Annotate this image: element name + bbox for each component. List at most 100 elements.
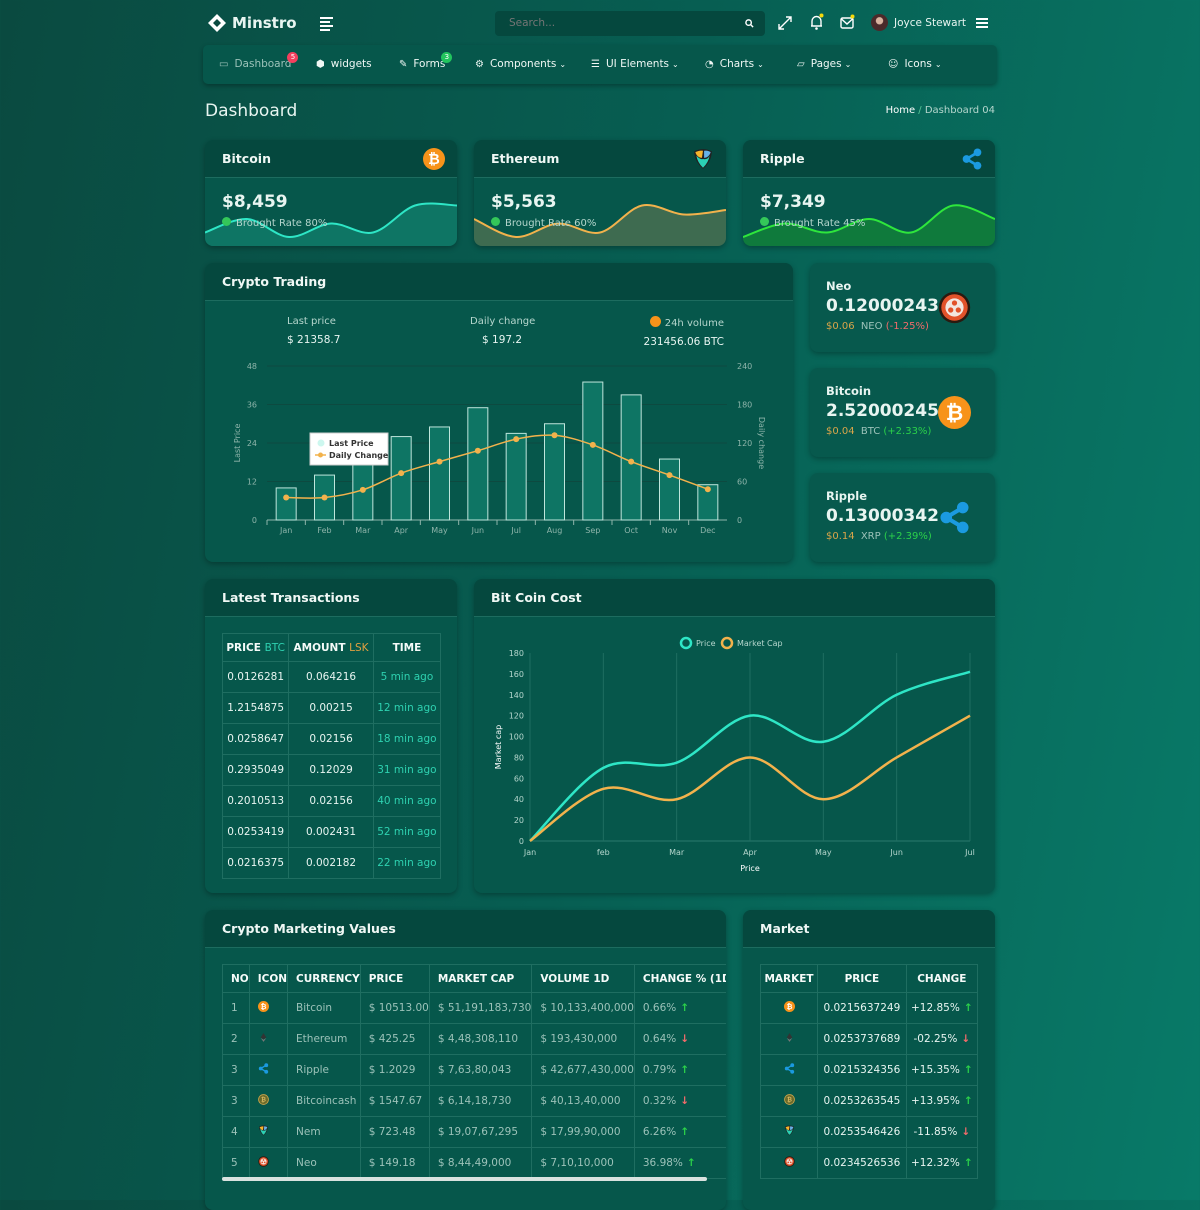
table-row[interactable]: ₿ 0.0253263545 +13.95% ↑ — [759, 1085, 979, 1117]
column-header: NO — [222, 964, 250, 993]
y-tick-label: 40 — [514, 795, 524, 804]
bitcoin-icon — [649, 316, 661, 327]
row-number: 4 — [222, 1116, 250, 1148]
table-row[interactable]: 0.0253737689 -02.25% ↓ — [759, 1023, 979, 1055]
mail-icon[interactable] — [840, 14, 855, 30]
change-value: +12.32% — [911, 1157, 960, 1169]
table-row[interactable]: ₿ 0.0215637249 +12.85% ↑ — [759, 992, 979, 1024]
breadcrumb-home[interactable]: Home — [885, 105, 916, 116]
ripple-icon — [938, 501, 971, 537]
nav-item-components[interactable]: ⚙ Components ⌄ — [475, 45, 566, 84]
y-axis-label: Market cap — [494, 725, 503, 769]
nav-item-pages[interactable]: ▱ Pages ⌄ — [797, 45, 851, 84]
search-input[interactable] — [509, 17, 729, 29]
table-header-row: MARKET PRICE CHANGE — [759, 964, 979, 993]
line-point — [589, 441, 596, 448]
table-row[interactable]: 0.0215324356 +15.35% ↑ — [759, 1054, 979, 1086]
column-header: CHANGE — [905, 964, 979, 993]
change-value: 0.32% — [642, 1095, 677, 1107]
y-tick-label: 24 — [247, 439, 257, 448]
hamburger-menu-icon[interactable] — [976, 18, 988, 28]
logo[interactable]: Minstro — [207, 13, 297, 33]
nem-icon — [692, 148, 714, 173]
price: $ 10513.00 — [359, 992, 430, 1024]
sparkline-line — [474, 203, 726, 239]
change-cell: 0.64% ↓ — [633, 1023, 726, 1055]
search-box[interactable] — [495, 11, 765, 36]
card-title: Latest Transactions — [205, 579, 457, 617]
menu-toggle-icon[interactable] — [320, 17, 333, 31]
volume: $ 17,99,90,000 — [531, 1116, 635, 1148]
nav-label: UI Elements — [605, 58, 670, 70]
table-cell: 40 min ago — [372, 785, 442, 817]
breadcrumb-current: Dashboard 04 — [924, 105, 995, 116]
card-title: Crypto Marketing Values — [205, 910, 726, 948]
bitcoin-icon: ₿ — [783, 1001, 795, 1015]
x-tick-label: Jul — [510, 526, 521, 535]
nem-icon — [258, 1125, 269, 1139]
nav-badge: 3 — [441, 52, 453, 63]
line-market-cap — [529, 714, 971, 843]
table-row[interactable]: 0.0234526536 +12.32% ↑ — [759, 1147, 979, 1179]
nav-item-widgets[interactable]: ⬢ widgets — [316, 45, 372, 84]
table-row[interactable]: 0.0253546426 -11.85% ↓ — [759, 1116, 979, 1148]
table-row[interactable]: 3 ₿ Bitcoincash $ 1547.67 $ 6,14,18,730 $ 40,… — [222, 1085, 726, 1117]
legend-box — [309, 432, 389, 466]
table-row[interactable]: 2 Ethereum $ 425.25 $ 4,48,308,110 $ 193,430… — [222, 1023, 726, 1055]
coin-icon-cell — [759, 1147, 819, 1179]
y-axis-label: Last Price — [233, 424, 242, 463]
bitcoin-icon: ₿ — [257, 1001, 269, 1015]
table-row[interactable]: 5 Neo $ 149.18 $ 8,44,49,000 $ 7,10,10,000 36… — [222, 1147, 726, 1179]
line-point — [283, 494, 290, 501]
market-cap: $ 51,191,183,730 — [428, 992, 533, 1024]
y-tick-label: 80 — [514, 753, 524, 762]
avatar[interactable] — [871, 14, 888, 31]
search-icon[interactable] — [745, 19, 754, 28]
coin-symbol: XRP — [860, 531, 881, 542]
rate-text: Brought Rate 45% — [774, 218, 866, 229]
column-header: MARKET CAP — [428, 964, 533, 993]
table-row[interactable]: 1 ₿ Bitcoin $ 10513.00 $ 51,191,183,730 $ 10,… — [222, 992, 726, 1024]
table-row[interactable]: 0.2935049 0.12029 31 min ago — [221, 754, 442, 786]
coin-change: (+2.39%) — [883, 531, 932, 542]
user-name[interactable]: Joyce Stewart — [894, 17, 967, 29]
fullscreen-icon[interactable] — [778, 16, 792, 30]
table-row[interactable]: 0.0253419 0.002431 52 min ago — [221, 816, 442, 848]
price: $ 723.48 — [359, 1116, 430, 1148]
change-value: 0.66% — [642, 1002, 677, 1014]
y-tick-label: 180 — [509, 649, 524, 658]
table-row[interactable]: 1.2154875 0.00215 12 min ago — [221, 692, 442, 724]
market-card: Market MARKET PRICE CHANGE ₿ 0.0215637249 +12… — [743, 910, 995, 1210]
coin-meta: $0.06 NEO (-1.25%) — [826, 321, 929, 332]
line-price — [529, 670, 971, 842]
horizontal-scrollbar[interactable] — [222, 1177, 707, 1181]
nav-item-ui-elements[interactable]: ☰ UI Elements ⌄ — [591, 45, 679, 84]
table-row[interactable]: 0.0258647 0.02156 18 min ago — [221, 723, 442, 755]
nav-item-charts[interactable]: ◔ Charts ⌄ — [705, 45, 764, 84]
change-cell: +15.35% ↑ — [905, 1054, 979, 1086]
line-point — [359, 486, 366, 493]
neo-icon — [783, 1156, 795, 1170]
brand-name: Minstro — [232, 14, 297, 32]
table-row[interactable]: 0.0216375 0.002182 22 min ago — [221, 847, 442, 879]
breadcrumb-separator: / — [918, 105, 925, 116]
x-tick-label: Apr — [394, 526, 409, 535]
price: $ 1547.67 — [359, 1085, 430, 1117]
bar — [467, 407, 489, 521]
notification-bell-icon[interactable] — [809, 13, 824, 31]
line-point — [513, 436, 520, 443]
row-number: 5 — [222, 1147, 250, 1179]
table-row[interactable]: 0.2010513 0.02156 40 min ago — [221, 785, 442, 817]
table-row[interactable]: 0.0126281 0.064216 5 min ago — [221, 661, 442, 693]
svg-text:₿: ₿ — [261, 1097, 266, 1104]
pie-chart-icon: ◔ — [705, 59, 714, 70]
nav-item-forms[interactable]: ✎ Forms 3 — [399, 45, 453, 84]
y-tick-label: 140 — [509, 691, 524, 700]
nav-item-dashboard[interactable]: ▭ Dashboard 5 — [219, 45, 299, 84]
bar — [620, 394, 642, 521]
nav-item-icons[interactable]: ☺ Icons ⌄ — [888, 45, 942, 84]
sparkline-chart — [743, 204, 995, 246]
volume: $ 193,430,000 — [531, 1023, 635, 1055]
table-row[interactable]: 4 Nem $ 723.48 $ 19,07,67,295 $ 17,99,90,000… — [222, 1116, 726, 1148]
table-row[interactable]: 3 Ripple $ 1.2029 $ 7,63,80,043 $ 42,677,430… — [222, 1054, 726, 1086]
